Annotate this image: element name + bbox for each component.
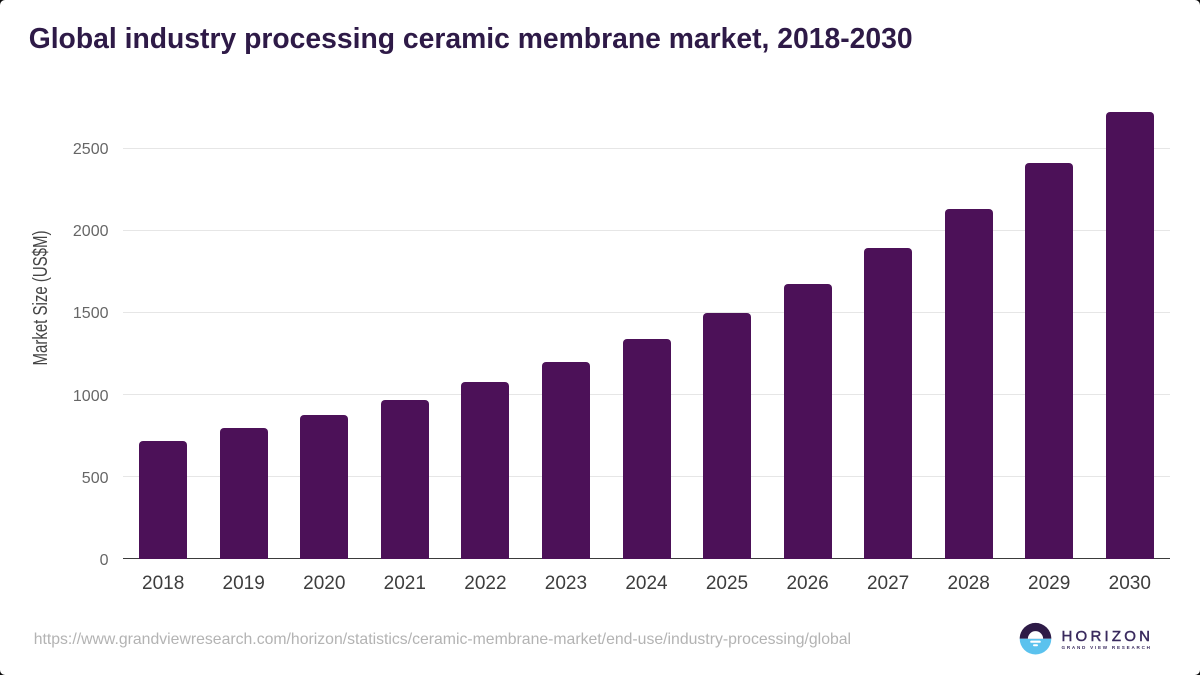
svg-text:HORIZON: HORIZON bbox=[1062, 628, 1151, 645]
svg-text:GRAND VIEW RESEARCH: GRAND VIEW RESEARCH bbox=[1062, 645, 1151, 650]
